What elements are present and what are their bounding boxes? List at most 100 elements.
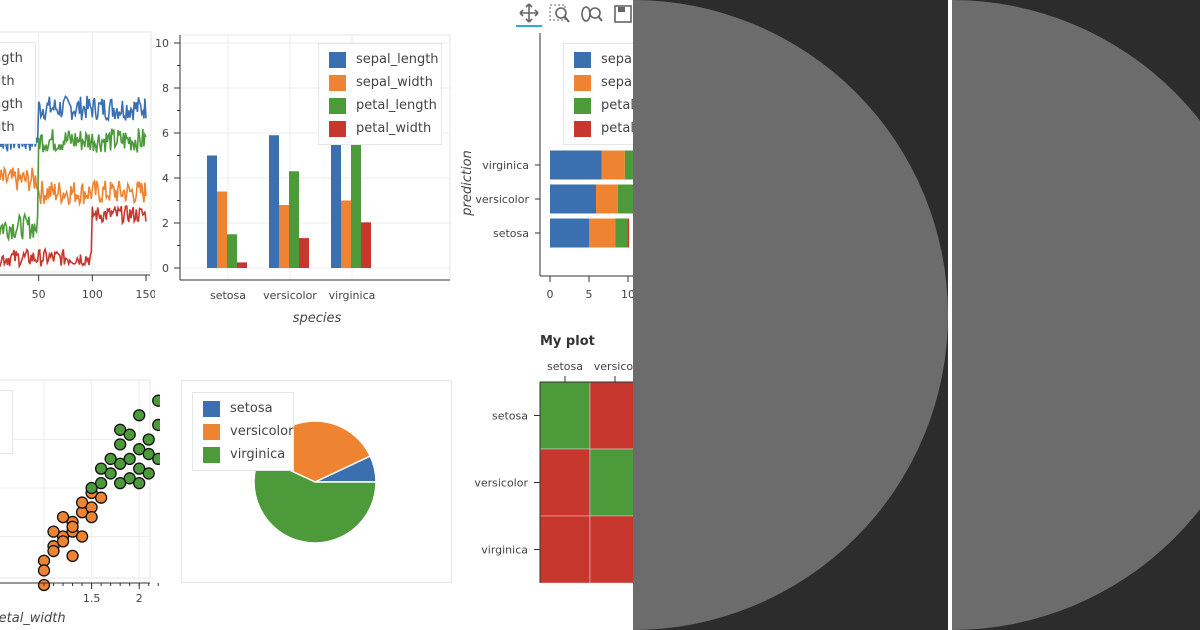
point-virginica xyxy=(123,472,136,485)
heat-cell-setosa-versicolor xyxy=(589,381,635,450)
point-virginica xyxy=(85,481,98,495)
point-virginica xyxy=(152,418,160,432)
legend-item: sepal_length xyxy=(329,48,439,71)
legend-label: ngth xyxy=(0,97,23,112)
series-line-petal_length xyxy=(0,128,147,243)
plot-toolbar xyxy=(516,0,636,28)
legend-swatch xyxy=(329,97,346,114)
bar-petal_length-setosa xyxy=(227,234,237,268)
point-virginica xyxy=(114,423,127,436)
x-tick-label: versicol xyxy=(594,360,635,373)
panel-divider xyxy=(948,0,952,630)
heat-cell-virginica-setosa xyxy=(539,515,591,584)
point-virginica xyxy=(114,457,127,470)
hbar-petal_length-versicolor xyxy=(617,184,635,214)
y-tick-label: 6 xyxy=(162,127,169,140)
x-tick-label: 50 xyxy=(32,288,46,301)
heat-cell-setosa-setosa xyxy=(539,381,591,450)
bar-xlabel: species xyxy=(293,311,342,326)
save-icon[interactable] xyxy=(611,2,637,26)
y-tick-label: 4 xyxy=(162,172,169,185)
legend-item: sepal xyxy=(574,71,654,94)
legend-label: ngth xyxy=(0,51,23,66)
point-virginica xyxy=(133,443,146,456)
legend-item: versicolor xyxy=(203,420,293,443)
legend-label: petal_ xyxy=(601,121,641,136)
y-tick-label: virginica xyxy=(482,159,529,172)
legend-swatch xyxy=(203,423,220,440)
y-tick-label: setosa xyxy=(493,227,529,240)
bar-petal_length-versicolor xyxy=(289,171,299,268)
point-virginica xyxy=(123,452,136,466)
x-tick-label: virginica xyxy=(329,289,376,302)
line-plot-frame xyxy=(0,31,152,273)
x-tick-label: 150 xyxy=(136,288,156,301)
point-virginica xyxy=(133,462,146,475)
pie-slice-virginica xyxy=(253,455,377,544)
point-virginica xyxy=(94,462,108,475)
bar-sepal_length-virginica xyxy=(331,119,341,268)
legend-item: dth xyxy=(0,70,25,93)
legend-item: petal_ xyxy=(574,117,654,140)
y-tick-label: versicolor xyxy=(475,193,529,206)
point-virginica xyxy=(123,428,136,441)
gray-semicircle xyxy=(952,0,1200,630)
legend-label: sepal xyxy=(601,75,636,90)
bar-petal_width-setosa xyxy=(237,262,247,268)
legend-item: ngth xyxy=(0,47,25,70)
point-virginica xyxy=(142,433,155,446)
point-virginica xyxy=(142,467,155,480)
point-versicolor xyxy=(94,491,108,504)
legend-label: petal xyxy=(601,98,634,113)
scatter-xlabel: petal_width xyxy=(0,611,66,626)
point-versicolor xyxy=(66,549,79,563)
legend-swatch xyxy=(203,400,220,417)
hbar-sepal_width-setosa xyxy=(589,218,616,248)
box-zoom-icon[interactable] xyxy=(548,2,574,26)
point-virginica xyxy=(114,438,127,451)
legend-item: petal xyxy=(574,94,654,117)
point-virginica xyxy=(133,477,146,490)
y-tick-label: 0 xyxy=(162,262,169,275)
legend-swatch xyxy=(574,51,591,68)
legend-item: setosa xyxy=(203,397,283,420)
legend-swatch xyxy=(329,51,346,68)
scatter-legend-edge xyxy=(0,390,13,454)
x-tick-label: 5 xyxy=(586,288,593,301)
point-virginica xyxy=(142,447,155,461)
point-virginica xyxy=(133,409,146,422)
point-virginica xyxy=(94,477,108,490)
hbar-sepal_length-setosa xyxy=(550,218,589,248)
hbar-chart: setosa versicolor virginica 0 5 10 prediction xyxy=(460,33,635,301)
point-virginica xyxy=(104,452,117,466)
legend-item: sepal_width xyxy=(329,71,433,94)
heat-cell-versicolor-setosa xyxy=(539,448,591,517)
y-tick-label: setosa xyxy=(492,410,528,423)
legend-label: sepal xyxy=(601,52,636,67)
point-virginica xyxy=(114,477,127,490)
wheel-zoom-icon[interactable] xyxy=(579,2,605,26)
hbar-sepal_width-versicolor xyxy=(596,184,618,214)
legend-swatch xyxy=(329,120,346,137)
y-tick-label: 8 xyxy=(162,82,169,95)
bar-sepal_width-virginica xyxy=(341,200,351,268)
legend-item: dth xyxy=(0,116,25,139)
x-tick-label: setosa xyxy=(210,289,246,302)
pie-chart xyxy=(181,380,452,583)
point-versicolor xyxy=(75,496,89,509)
legend-label: dth xyxy=(0,74,15,89)
hbar-petal_length-virginica xyxy=(624,150,635,180)
bar-sepal_length-setosa xyxy=(207,155,217,268)
x-tick-label: 100 xyxy=(82,288,103,301)
bar-sepal_width-versicolor xyxy=(279,205,289,268)
pan-icon[interactable] xyxy=(516,1,542,27)
x-tick-label: 10 xyxy=(621,288,635,301)
legend-label: virginica xyxy=(230,447,286,462)
x-tick-label: setosa xyxy=(547,360,583,373)
bar-petal_width-versicolor xyxy=(299,238,309,268)
legend-label: sepal_length xyxy=(356,52,439,67)
point-virginica xyxy=(104,467,117,480)
point-versicolor xyxy=(47,525,60,538)
hbar-ylabel: prediction xyxy=(460,150,475,217)
hbar-sepal_width-virginica xyxy=(601,150,625,180)
